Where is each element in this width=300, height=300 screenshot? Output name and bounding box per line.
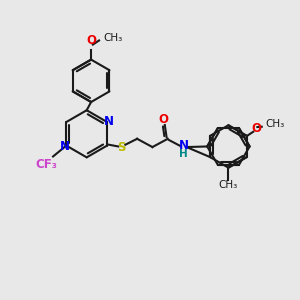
Text: H: H xyxy=(179,148,188,158)
Text: CH₃: CH₃ xyxy=(219,180,238,190)
Text: N: N xyxy=(60,140,70,153)
Text: S: S xyxy=(118,141,126,154)
Text: CH₃: CH₃ xyxy=(266,119,285,129)
Text: N: N xyxy=(103,115,114,128)
Text: O: O xyxy=(159,112,169,126)
Text: CH₃: CH₃ xyxy=(103,33,122,43)
Text: CF₃: CF₃ xyxy=(36,158,58,171)
Text: N: N xyxy=(178,140,189,152)
Text: O: O xyxy=(251,122,261,135)
Text: O: O xyxy=(86,34,96,47)
